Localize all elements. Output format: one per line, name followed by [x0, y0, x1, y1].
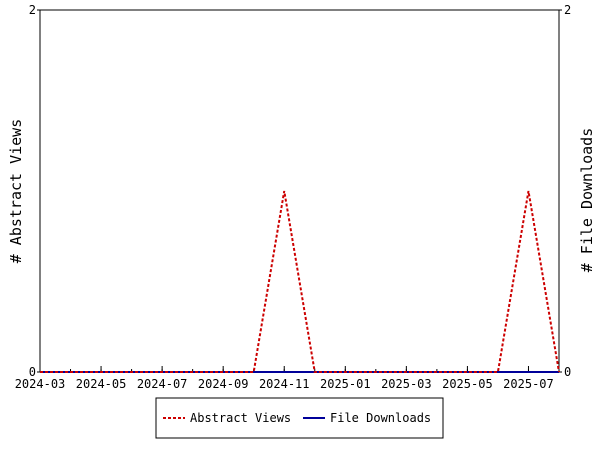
y-left-tick-label: 2	[29, 3, 36, 17]
x-tick-label: 2025-07	[503, 377, 554, 391]
y-left-tick-label: 0	[29, 365, 36, 379]
plot-frame	[39, 9, 560, 373]
y-axis-ticks: 0 2 0 2	[29, 3, 571, 379]
legend-label-file-downloads: File Downloads	[330, 411, 431, 425]
legend: Abstract Views File Downloads	[155, 397, 444, 439]
x-tick-label: 2025-05	[442, 377, 493, 391]
y-right-tick-label: 0	[564, 365, 571, 379]
legend-box	[155, 397, 444, 439]
series-lines	[40, 190, 560, 373]
series-line-abstract-views	[40, 190, 560, 373]
x-tick-label: 2024-05	[76, 377, 127, 391]
legend-label-abstract-views: Abstract Views	[190, 411, 291, 425]
x-axis-tick-labels: 2024-03 2024-05 2024-07 2024-09 2024-11 2025-…	[15, 377, 554, 391]
y-axis-left-title: # Abstract Views	[7, 119, 25, 264]
x-tick-label: 2025-01	[320, 377, 371, 391]
y-axis-right-title: # File Downloads	[578, 128, 596, 273]
x-tick-label: 2024-09	[198, 377, 249, 391]
x-tick-label: 2024-03	[15, 377, 66, 391]
x-tick-label: 2024-07	[137, 377, 188, 391]
y-right-tick-label: 2	[564, 3, 571, 17]
x-tick-label: 2024-11	[259, 377, 310, 391]
x-tick-label: 2025-03	[381, 377, 432, 391]
